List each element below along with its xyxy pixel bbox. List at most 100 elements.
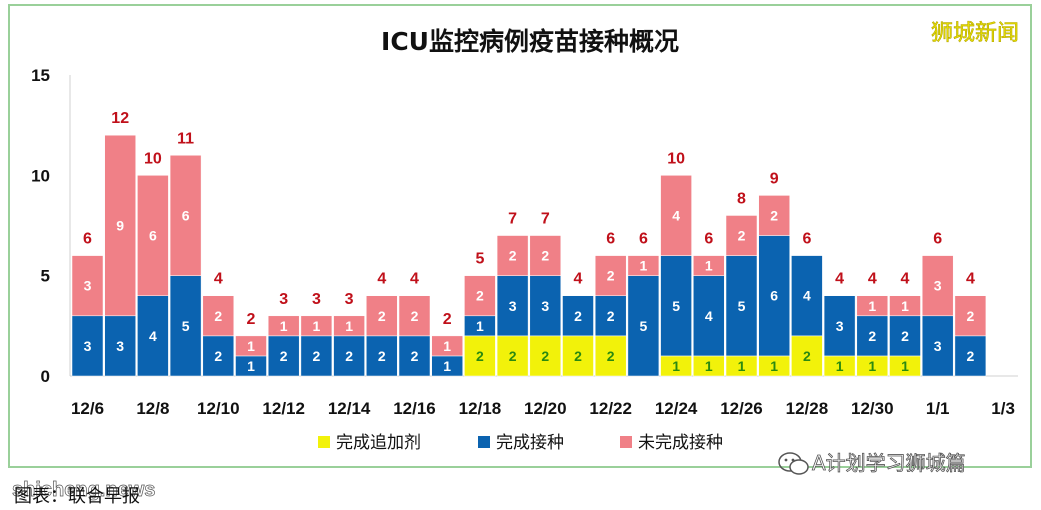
legend-swatch [318, 436, 330, 448]
legend-item: 未完成接种 [620, 433, 723, 453]
bar-total-label: 7 [541, 211, 550, 228]
x-tick-label: 12/24 [655, 399, 698, 418]
bar-segment-label: 2 [967, 308, 975, 324]
chart-title: ICU监控病例疫苗接种概况 [381, 27, 679, 56]
bar-total-label: 4 [410, 271, 419, 288]
x-tick-label: 12/30 [851, 399, 894, 418]
bar-total-label: 11 [177, 130, 194, 147]
bar-segment [496, 275, 529, 337]
bar-segment [300, 335, 333, 377]
bar-segment-label: 5 [640, 318, 648, 334]
y-tick-label: 0 [41, 367, 50, 386]
bar-segment-label: 2 [967, 348, 975, 364]
bar-stacks: 3363912461056112241122132132132242241122… [71, 110, 987, 377]
bar-segment-label: 4 [705, 308, 713, 324]
legend-swatch [478, 436, 490, 448]
bar-segment-label: 2 [214, 348, 222, 364]
bar-total-label: 10 [144, 150, 162, 167]
bar-segment-label: 4 [672, 207, 680, 223]
bar-segment-label: 6 [770, 288, 778, 304]
bar-stack: 2 2 4 [954, 271, 987, 377]
bar-segment-label: 1 [868, 298, 876, 314]
bar-segment [398, 295, 431, 337]
bar-segment [267, 335, 300, 377]
bar-segment [464, 335, 496, 377]
bar-segment-label: 1 [868, 358, 876, 374]
bar-segment [366, 295, 398, 337]
bar-stack: 3 3 6 [71, 231, 104, 377]
legend-label: 完成接种 [496, 433, 564, 453]
bar-segment [169, 275, 202, 377]
bar-segment [137, 295, 169, 377]
bar-segment-label: 1 [313, 318, 321, 334]
bar-total-label: 9 [770, 170, 779, 187]
bar-segment [300, 315, 333, 337]
bar-segment-label: 2 [509, 248, 517, 264]
legend-item: 完成追加剂 [318, 433, 421, 453]
x-tick-label: 12/16 [393, 399, 436, 418]
bar-total-label: 4 [574, 271, 583, 288]
y-tick-label: 10 [31, 166, 50, 185]
bar-segment [333, 335, 365, 377]
bar-total-label: 12 [111, 110, 129, 127]
legend-swatch [620, 436, 632, 448]
bar-total-label: 2 [247, 311, 256, 328]
bar-segment-label: 2 [378, 348, 386, 364]
bar-total-label: 4 [377, 271, 386, 288]
bar-segment-label: 1 [738, 358, 746, 374]
bar-segment-label: 2 [411, 348, 419, 364]
bar-total-label: 8 [737, 190, 746, 207]
bar-segment-label: 5 [738, 298, 746, 314]
bar-segment-label: 2 [607, 268, 615, 284]
bar-segment-label: 2 [901, 328, 909, 344]
bar-segment [627, 275, 660, 377]
bar-segment [889, 295, 921, 317]
bar-segment-label: 2 [345, 348, 353, 364]
site-watermark: shicheng.news [12, 479, 155, 501]
x-tick-label: 12/14 [328, 399, 371, 418]
bar-segment-label: 1 [443, 358, 451, 374]
bar-segment [693, 275, 725, 357]
bar-segment-label: 6 [149, 228, 157, 244]
watermark-text: A计划学习狮城篇 [812, 451, 966, 475]
bar-segment-label: 1 [901, 358, 909, 374]
bar-segment-label: 1 [705, 258, 713, 274]
bar-segment-label: 5 [672, 298, 680, 314]
bar-stack: 2 1 2 5 [464, 251, 496, 377]
bar-stack: 4 6 10 [137, 150, 169, 377]
bar-segment-label: 6 [182, 207, 190, 223]
bar-segment [791, 335, 823, 377]
bar-segment [529, 335, 562, 377]
bar-segment-label: 2 [509, 348, 517, 364]
bar-stack: 2 2 4 [202, 271, 235, 377]
x-tick-label: 12/28 [786, 399, 829, 418]
wechat-icon [778, 452, 809, 475]
bar-segment [758, 195, 790, 236]
bar-total-label: 3 [345, 291, 354, 308]
bar-segment [562, 295, 594, 337]
bar-stack: 1 5 4 10 [660, 150, 692, 377]
x-tick-label: 12/18 [459, 399, 502, 418]
x-tick-label: 12/8 [136, 399, 169, 418]
bar-segment-label: 1 [640, 258, 648, 274]
bar-segment-label: 3 [541, 298, 549, 314]
legend-item: 完成接种 [478, 433, 564, 453]
bar-segment-label: 3 [934, 338, 942, 354]
bar-segment-label: 2 [378, 308, 386, 324]
bar-total-label: 4 [835, 271, 844, 288]
bar-segment-label: 3 [836, 318, 844, 334]
bar-stack: 2 4 6 [791, 231, 823, 377]
bar-segment-label: 2 [607, 308, 615, 324]
bar-segment [202, 295, 235, 337]
bar-segment [660, 255, 692, 357]
bar-segment-label: 2 [411, 308, 419, 324]
bar-stack: 5 1 6 [627, 231, 660, 377]
bar-segment [889, 315, 921, 357]
bar-stack: 2 1 3 [333, 291, 365, 377]
bar-segment [431, 335, 463, 357]
bar-total-label: 6 [802, 231, 811, 248]
bar-segment [496, 235, 529, 276]
x-tick-label: 12/12 [262, 399, 305, 418]
bar-segment-label: 3 [116, 338, 124, 354]
